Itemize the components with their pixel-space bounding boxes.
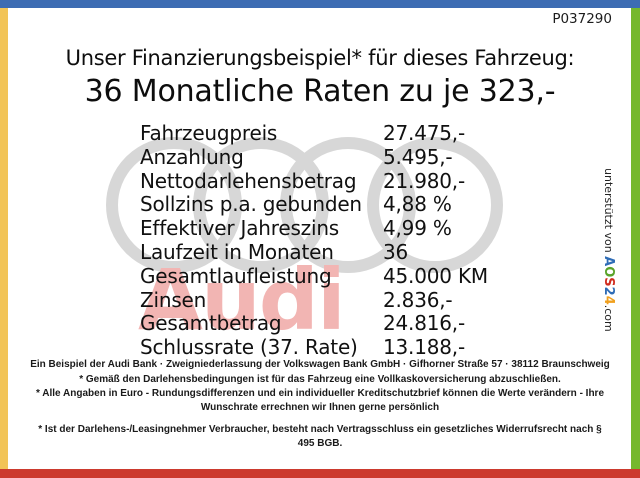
row-value: 5.495,-: [383, 144, 453, 169]
frame-bar-top: [0, 0, 640, 8]
frame-bar-right: [631, 8, 640, 469]
row-value: 4,99 %: [383, 216, 452, 241]
table-row: Nettodarlehensbetrag 21.980,-: [140, 168, 610, 194]
audi-rings-icon: [106, 137, 503, 273]
row-label: Laufzeit in Monaten: [140, 239, 334, 264]
row-label: Fahrzeugpreis: [140, 121, 278, 145]
table-row: Effektiver Jahreszins 4,99 %: [140, 216, 610, 241]
table-row: Anzahlung 5.495,-: [140, 144, 610, 170]
reference-number: P037290: [552, 11, 612, 27]
row-label: Gesamtlaufleistung: [140, 263, 332, 288]
supporter-suffix: .com: [602, 304, 615, 332]
headline: Unser Finanzierungsbeispiel* für dieses …: [65, 46, 575, 70]
row-value: 36: [383, 239, 409, 264]
footnote-line: * Alle Angaben in Euro - Rundungsdiffere…: [35, 388, 605, 413]
row-label: Gesamtbetrag: [140, 311, 282, 336]
financing-table: Fahrzeugpreis 27.475,- Anzahlung 5.495,- Net…: [140, 121, 610, 360]
table-row: Zinsen 2.836,-: [140, 287, 610, 313]
logo-letter: S: [601, 277, 616, 287]
supporter-prefix: unterstützt von: [602, 168, 615, 257]
row-value: 24.816,-: [383, 311, 465, 336]
supporter-credit: unterstützt von AOS24.com: [601, 168, 616, 332]
logo-letter: O: [601, 266, 616, 278]
footnote-line: * Ist der Darlehens-/Leasingnehmer Verbr…: [38, 424, 602, 449]
table-row: Fahrzeugpreis 27.475,-: [140, 121, 610, 146]
row-value: 13.188,-: [383, 335, 465, 360]
table-row: Gesamtlaufleistung 45.000 KM: [140, 263, 610, 289]
logo-letter: 2: [601, 286, 616, 296]
row-label: Effektiver Jahreszins: [140, 216, 340, 241]
footnote-line: * Gemäß den Darlehensbedingungen ist für…: [79, 373, 561, 385]
table-row: Sollzins p.a. gebunden 4,88 %: [140, 193, 610, 217]
row-value: 27.475,-: [383, 121, 465, 145]
logo-letter: A: [601, 256, 616, 267]
row-value: 45.000 KM: [383, 263, 488, 288]
aos24-logo: AOS24: [601, 256, 616, 305]
row-label: Anzahlung: [140, 144, 244, 169]
row-label: Nettodarlehensbetrag: [140, 168, 357, 193]
legal-footnotes: Ein Beispiel der Audi Bank · Zweignieder…: [30, 358, 610, 451]
row-value: 2.836,-: [383, 287, 453, 312]
footnote-line: Ein Beispiel der Audi Bank · Zweignieder…: [30, 359, 610, 370]
frame-bar-bottom: [0, 469, 640, 478]
row-value: 21.980,-: [383, 168, 465, 193]
row-label: Schlussrate (37. Rate): [140, 335, 358, 360]
row-label: Sollzins p.a. gebunden: [140, 192, 362, 217]
table-row: Schlussrate (37. Rate) 13.188,-: [140, 335, 610, 360]
row-value: 4,88 %: [383, 192, 452, 217]
rate-headline: 36 Monatliche Raten zu je 323,-: [84, 74, 556, 109]
table-row: Laufzeit in Monaten 36: [140, 239, 610, 265]
frame-bar-left: [0, 8, 8, 469]
table-row: Gesamtbetrag 24.816,-: [140, 312, 610, 336]
row-label: Zinsen: [140, 287, 207, 312]
audi-wordmark-watermark: Audi: [138, 251, 346, 349]
logo-letter: 4: [601, 295, 616, 305]
